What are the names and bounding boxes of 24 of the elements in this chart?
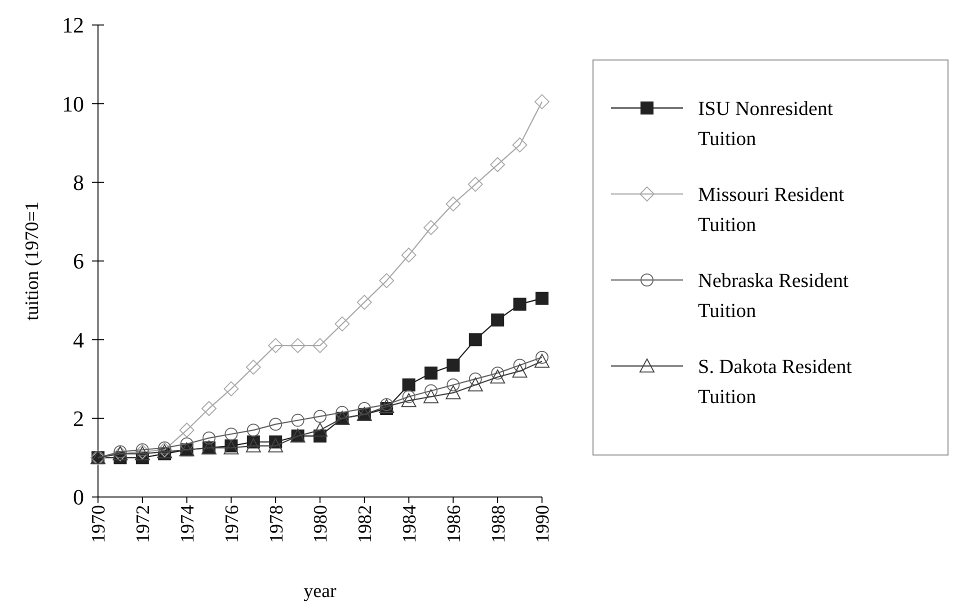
x-tick-label: 1982 (355, 505, 376, 543)
x-tick-label: 1978 (266, 505, 288, 543)
x-tick-label: 1980 (310, 505, 332, 543)
y-tick-label: 10 (62, 91, 84, 116)
legend-label: Missouri Resident Tuition (698, 184, 845, 236)
y-tick-label: 6 (73, 248, 84, 274)
x-tick-label: 1986 (444, 505, 465, 543)
x-tick-label: 1970 (88, 505, 110, 543)
y-tick-label: 0 (73, 484, 84, 510)
x-axis-title: year (304, 581, 338, 602)
x-tick-label: 1972 (133, 505, 154, 543)
y-tick-label: 12 (62, 12, 84, 38)
y-tick-label: 4 (73, 327, 84, 352)
x-tick-label: 1984 (399, 504, 420, 543)
x-tick-label: 1990 (532, 505, 554, 543)
x-tick-label: 1988 (488, 505, 510, 543)
y-tick-label: 8 (73, 170, 84, 196)
legend-label: S. Dakota Resident Tuition (698, 356, 852, 408)
legend-label: Nebraska Resident Tuition (698, 270, 849, 322)
y-axis-title: tuition (1970=1 (22, 202, 43, 320)
x-tick-label: 1974 (177, 504, 198, 543)
legend-label: ISU Nonresident Tuition (698, 98, 834, 150)
x-tick-label: 1976 (222, 505, 243, 543)
y-tick-label: 2 (73, 406, 84, 432)
